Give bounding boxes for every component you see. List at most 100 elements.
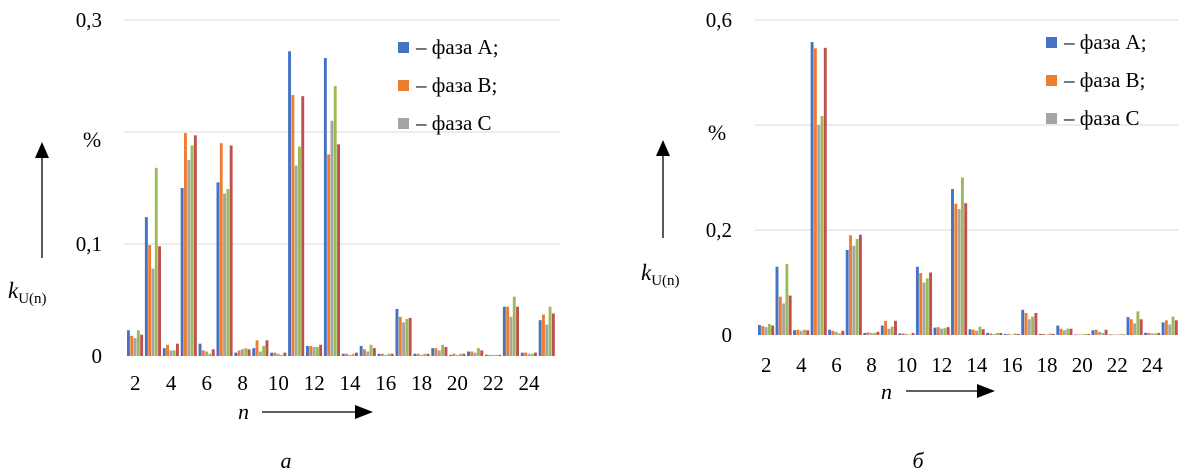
- chart-b-bar: [1133, 323, 1137, 335]
- chart-b-bar: [828, 329, 832, 335]
- chart-b-bar: [1042, 333, 1045, 335]
- chart-b-bar: [876, 331, 880, 335]
- chart-b-bar: [880, 325, 884, 335]
- chart-a-bar: [169, 350, 173, 356]
- chart-a-x-arrowhead: [355, 405, 373, 419]
- chart-a-bar: [327, 154, 331, 356]
- chart-b-legend-swatch: [1046, 75, 1057, 86]
- chart-b-x-tick-label: 24: [1142, 353, 1164, 377]
- chart-b-bar: [788, 295, 792, 336]
- chart-b-bar: [866, 332, 870, 336]
- chart-a-bar: [201, 350, 205, 356]
- chart-a-x-ticks: 2 4 6 8 10 12 14 16 18 20 22 24: [130, 371, 540, 395]
- chart-a-bar: [323, 58, 327, 356]
- chart-b-bar: [1031, 316, 1035, 336]
- chart-a-x-tick-label: 6: [202, 371, 213, 395]
- chart-a-bar: [198, 343, 202, 356]
- chart-a-bar: [377, 353, 381, 356]
- chart-b-x-label: n: [881, 379, 892, 404]
- chart-a-bar: [551, 313, 555, 356]
- chart-b-bar: [1016, 333, 1020, 335]
- chart-b-bar: [834, 331, 838, 335]
- chart-a-legend: – фаза A; – фаза B; – фаза C: [398, 35, 499, 135]
- chart-a-bar: [434, 348, 438, 356]
- chart-b-legend-label: – фаза A;: [1063, 30, 1147, 54]
- chart-b-bar: [908, 334, 912, 336]
- chart-b-bar: [981, 329, 985, 335]
- chart-a-bar: [351, 353, 355, 356]
- chart-a-bar: [312, 347, 316, 356]
- chart-b-bar: [838, 333, 841, 335]
- chart-b-legend-swatch: [1046, 37, 1057, 48]
- chart-a-bar: [319, 344, 323, 356]
- chart-a-bar: [133, 338, 137, 356]
- chart-a-x-tick-label: 20: [447, 371, 468, 395]
- chart-b-x-tick-label: 8: [866, 353, 877, 377]
- chart-b-bar: [1136, 311, 1140, 336]
- chart-b-bar: [943, 328, 947, 335]
- chart-a-bar: [498, 354, 502, 356]
- chart-a-y-ticks: 0 0,1 0,3: [76, 8, 102, 368]
- chart-a-bar: [158, 246, 161, 356]
- chart-a-bar: [211, 349, 215, 356]
- chart-b-bar: [968, 329, 972, 335]
- chart-b-bar: [813, 48, 817, 335]
- chart-a-bar: [348, 354, 352, 356]
- chart-b-bar: [823, 47, 827, 335]
- chart-a-bar: [265, 340, 269, 356]
- chart-b-bar: [989, 333, 993, 335]
- chart-a-bar: [154, 167, 158, 356]
- chart-b-bar: [799, 330, 803, 335]
- chart-b-bar: [869, 332, 873, 335]
- chart-a-bar: [355, 352, 358, 356]
- chart-b-bar: [951, 189, 954, 335]
- chart-a-bar: [270, 352, 274, 356]
- chart-b-y-tick-label: 0: [722, 323, 733, 347]
- chart-b-bar: [1034, 312, 1038, 335]
- chart-b-bar: [863, 332, 867, 335]
- chart-a-y-arrowhead: [35, 142, 49, 158]
- chart-b-bar: [978, 326, 982, 335]
- chart-b-bar: [1147, 332, 1151, 335]
- chart-b-bar: [1027, 319, 1031, 335]
- chart-b-bar: [1112, 334, 1116, 336]
- chart-b-bar: [887, 328, 891, 335]
- chart-a-legend-label: – фаза A;: [415, 35, 499, 59]
- chart-a-bar: [162, 348, 166, 356]
- chart-a-bar: [136, 330, 140, 356]
- chart-a-bars: [127, 51, 555, 357]
- chart-a-bar: [262, 345, 266, 356]
- chart-a-bar: [462, 353, 466, 356]
- chart-b-bar: [1098, 331, 1101, 335]
- chart-a-bar: [405, 319, 409, 356]
- chart-b-bar: [873, 332, 877, 335]
- chart-b-bars: [758, 42, 1178, 336]
- chart-a-bar: [208, 353, 212, 356]
- chart-b-bar: [1118, 333, 1122, 335]
- chart-b-bar: [1094, 329, 1098, 335]
- chart-a-bar: [359, 345, 363, 356]
- chart-b-bar: [810, 42, 814, 336]
- chart-a-bar: [512, 296, 516, 356]
- chart-a-bar: [363, 349, 366, 356]
- chart-a-x-tick-label: 4: [166, 371, 177, 395]
- chart-a-bar: [223, 193, 226, 356]
- chart-b-bar: [954, 203, 958, 335]
- chart-a-x-tick-label: 24: [519, 371, 541, 395]
- chart-a-bar: [530, 353, 534, 356]
- chart-a-bar: [491, 354, 495, 356]
- chart-b-x-ticks: 2 4 6 8 10 12 14 16 18 20 22 24: [761, 353, 1163, 377]
- chart-b-bar: [806, 330, 810, 335]
- chart-b-bar: [936, 327, 940, 336]
- chart-a-bar: [520, 352, 524, 356]
- chart-a-bar: [330, 120, 334, 356]
- chart-a-y-tick-label: 0,3: [76, 8, 102, 32]
- chart-b-caption: б: [912, 448, 924, 473]
- chart-b-bar: [775, 266, 779, 335]
- chart-a-bar: [193, 135, 197, 356]
- chart-a-x-tick-label: 10: [268, 371, 289, 395]
- chart-b-bar: [1154, 333, 1157, 335]
- chart-b-bar: [1174, 320, 1178, 335]
- chart-b-bar: [884, 320, 888, 335]
- chart-a-bar: [276, 353, 280, 356]
